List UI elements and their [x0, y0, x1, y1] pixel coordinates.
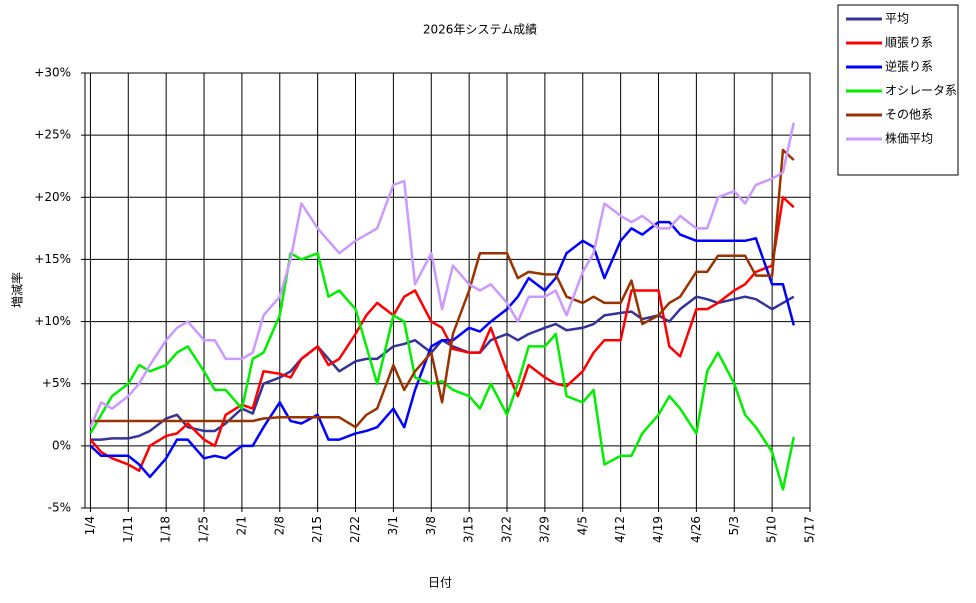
x-tick-label: 4/5	[575, 516, 589, 535]
x-tick-label: 4/12	[613, 516, 627, 543]
x-tick-label: 3/1	[386, 516, 400, 535]
chart-title: 2026年システム成績	[423, 23, 537, 37]
x-tick-label: 5/10	[765, 516, 779, 543]
series-line	[89, 122, 795, 428]
x-tick-label: 1/25	[197, 516, 211, 543]
legend-label: 平均	[885, 12, 909, 26]
y-tick-label: -5%	[48, 501, 71, 515]
x-tick-label: 3/8	[424, 516, 438, 535]
x-tick-label: 2/1	[234, 516, 248, 535]
legend-label: 株価平均	[885, 131, 933, 146]
x-axis-label: 日付	[428, 576, 452, 590]
y-tick-label: +5%	[42, 376, 71, 390]
y-tick-label: +25%	[34, 128, 71, 142]
x-tick-label: 4/26	[689, 516, 703, 543]
series-line	[89, 220, 795, 479]
y-tick-label: +15%	[34, 252, 71, 266]
legend-label: オシレータ系	[885, 84, 957, 98]
legend-label: 逆張り系	[885, 59, 933, 74]
x-tick-label: 1/11	[121, 516, 135, 543]
x-tick-label: 4/19	[651, 516, 665, 543]
y-tick-label: +10%	[34, 314, 71, 328]
series-line	[90, 148, 795, 429]
x-tick-label: 3/15	[462, 516, 476, 543]
y-tick-label: +30%	[34, 66, 71, 80]
legend-label: その他系	[885, 108, 933, 122]
y-axis-label: 増減率	[10, 272, 25, 308]
series-line	[89, 196, 795, 472]
legend-label: 順張り系	[885, 36, 933, 50]
x-tick-label: 1/4	[83, 516, 97, 535]
x-tick-label: 5/17	[803, 516, 817, 543]
x-tick-label: 2/8	[272, 516, 286, 535]
x-tick-label: 2/22	[348, 516, 362, 543]
y-tick-label: +20%	[34, 190, 71, 204]
x-tick-label: 3/29	[537, 516, 551, 543]
x-tick-label: 1/18	[159, 516, 173, 543]
x-tick-label: 3/22	[500, 516, 514, 543]
x-tick-label: 5/3	[727, 516, 741, 535]
x-tick-label: 2/15	[310, 516, 324, 543]
series-line	[89, 251, 795, 491]
y-tick-label: 0%	[52, 438, 71, 452]
